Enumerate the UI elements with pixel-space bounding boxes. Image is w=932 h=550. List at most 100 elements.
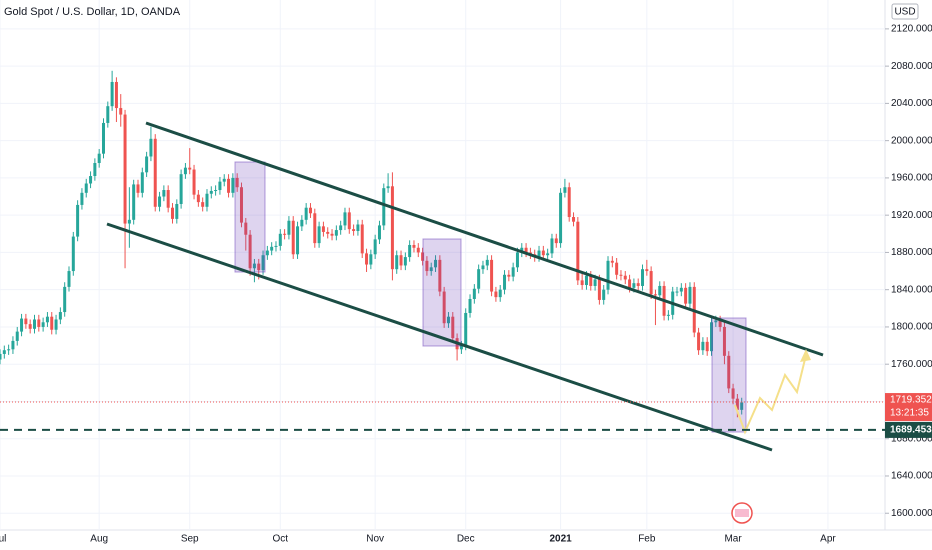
candle-body bbox=[382, 188, 386, 226]
candle-body bbox=[11, 340, 15, 350]
highlight-box bbox=[234, 161, 266, 273]
candle-body bbox=[283, 233, 287, 235]
candle-body bbox=[636, 283, 640, 286]
candle-body bbox=[205, 193, 209, 207]
candle-body bbox=[503, 274, 507, 290]
candle-body bbox=[330, 233, 334, 236]
candle-body bbox=[334, 230, 338, 236]
candle-body bbox=[610, 260, 614, 263]
candle-body bbox=[399, 255, 403, 266]
candle-body bbox=[313, 213, 317, 244]
candle-body bbox=[632, 283, 636, 288]
candle-body bbox=[554, 238, 558, 244]
highlight-box bbox=[422, 238, 462, 347]
candle-body bbox=[106, 106, 110, 123]
projection-path bbox=[734, 354, 807, 435]
y-tick-label: 1600.000 bbox=[891, 508, 932, 519]
candle-body bbox=[149, 138, 153, 157]
candle-body bbox=[649, 271, 653, 295]
candle-body bbox=[688, 286, 692, 304]
candle-body bbox=[580, 280, 584, 286]
candle-body bbox=[511, 267, 515, 277]
y-tick-label: 2040.000 bbox=[891, 98, 932, 109]
candle-body bbox=[0, 353, 2, 360]
candle-body bbox=[373, 239, 377, 255]
y-tick-label: 1960.000 bbox=[891, 173, 932, 184]
candle-body bbox=[425, 260, 429, 272]
candle-body bbox=[550, 238, 554, 254]
candle-body bbox=[136, 184, 140, 193]
candle-body bbox=[390, 186, 394, 270]
candle-body bbox=[459, 345, 463, 350]
candle-body bbox=[209, 190, 213, 194]
candle-body bbox=[58, 312, 62, 320]
candles bbox=[0, 70, 744, 418]
candle-body bbox=[123, 114, 127, 224]
candle-body bbox=[731, 388, 735, 399]
candle-body bbox=[360, 224, 364, 254]
y-tick-label: 1880.000 bbox=[891, 247, 932, 258]
candle-body bbox=[490, 259, 494, 292]
candle-body bbox=[718, 320, 722, 327]
candle-body bbox=[386, 186, 390, 189]
candle-body bbox=[403, 257, 407, 266]
candle-body bbox=[442, 291, 446, 324]
candle-body bbox=[166, 190, 170, 208]
candle-body bbox=[308, 207, 312, 214]
candle-body bbox=[201, 202, 205, 207]
candle-body bbox=[576, 221, 580, 281]
candle-body bbox=[231, 177, 235, 193]
candle-body bbox=[84, 183, 88, 193]
horizontal-line-label-bg bbox=[885, 421, 932, 438]
candle-body bbox=[93, 163, 97, 177]
horizontal-line-label: 1689.453 bbox=[890, 425, 932, 436]
candle-body bbox=[675, 291, 679, 293]
candle-body bbox=[658, 285, 662, 296]
candle-body bbox=[132, 184, 136, 220]
candle-body bbox=[395, 255, 399, 270]
candle-body bbox=[623, 275, 627, 280]
candle-body bbox=[429, 267, 433, 272]
candle-body bbox=[701, 341, 705, 351]
candle-body bbox=[127, 219, 131, 224]
candle-body bbox=[37, 319, 41, 327]
candle-body bbox=[485, 259, 489, 266]
channel-lower bbox=[106, 222, 773, 452]
candle-body bbox=[227, 178, 231, 193]
candle-body bbox=[684, 287, 688, 304]
candle-body bbox=[515, 252, 519, 268]
candle-body bbox=[265, 250, 269, 256]
x-tick-label: Sep bbox=[181, 534, 199, 545]
candle-body bbox=[468, 298, 472, 313]
candle-body bbox=[188, 167, 192, 170]
candle-body bbox=[541, 250, 545, 256]
candle-body bbox=[412, 244, 416, 248]
candle-body bbox=[559, 192, 563, 244]
candle-body bbox=[645, 269, 649, 272]
candle-body bbox=[619, 274, 623, 276]
y-tick-label: 1680.000 bbox=[891, 433, 932, 444]
candle-body bbox=[356, 224, 360, 232]
x-tick-label: Mar bbox=[724, 534, 742, 545]
candle-body bbox=[41, 322, 45, 327]
x-tick-label: Jul bbox=[0, 534, 6, 545]
x-tick-label: Nov bbox=[366, 534, 384, 545]
candle-body bbox=[183, 167, 187, 175]
candle-body bbox=[365, 253, 369, 265]
candle-body bbox=[446, 316, 450, 324]
candle-body bbox=[438, 259, 442, 292]
candle-body bbox=[239, 187, 243, 223]
y-tick-label: 1920.000 bbox=[891, 210, 932, 221]
candle-body bbox=[377, 225, 381, 240]
candle-body bbox=[321, 226, 325, 232]
candle-body bbox=[244, 222, 248, 235]
candle-body bbox=[628, 279, 632, 288]
candle-body bbox=[326, 231, 330, 234]
candle-body bbox=[304, 207, 308, 220]
x-tick-label: Aug bbox=[90, 534, 108, 545]
candle-body bbox=[615, 262, 619, 275]
currency-box[interactable] bbox=[891, 3, 919, 20]
candle-body bbox=[679, 287, 683, 292]
candle-body bbox=[300, 219, 304, 227]
candle-body bbox=[666, 314, 670, 316]
